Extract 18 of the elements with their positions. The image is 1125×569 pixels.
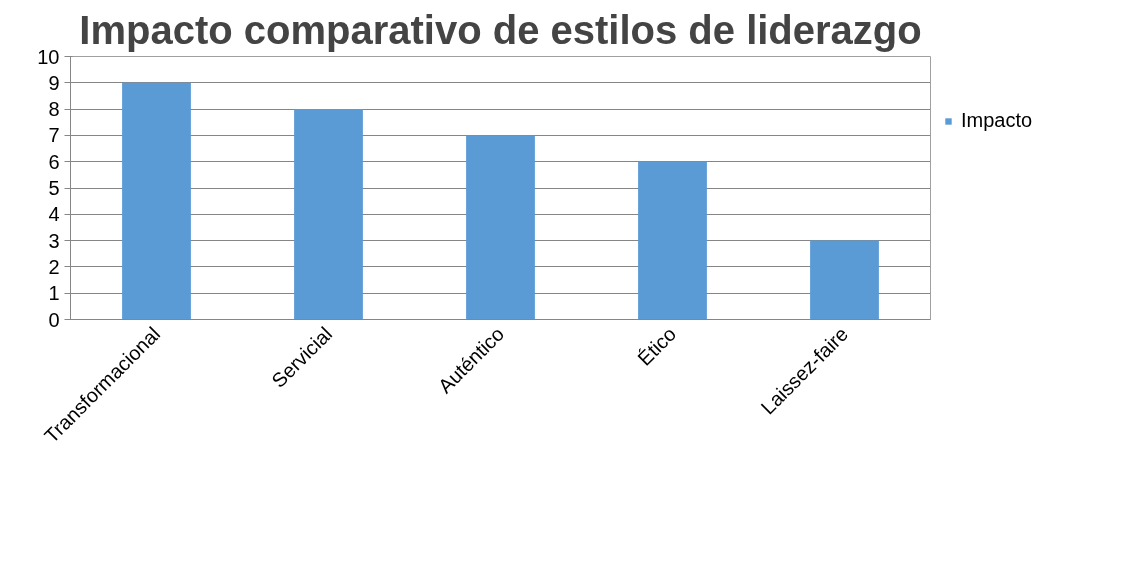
bar [294,109,363,320]
y-tick-label: 8 [48,98,60,121]
y-tick-label: 5 [48,177,60,199]
y-tick-label: 2 [48,255,60,278]
y-tick-label: 9 [48,71,60,94]
y-tick-label: 10 [37,45,60,68]
bar [810,240,879,320]
bar [122,82,191,320]
legend-label: Impacto [961,109,1033,132]
y-tick-label: 7 [48,124,60,147]
chart-title: Impacto comparativo de estilos de liderazgo [79,7,922,52]
bar [638,161,707,320]
y-tick-label: 3 [48,229,60,252]
y-tick-label: 1 [48,282,60,305]
y-tick-label: 6 [48,150,60,173]
y-tick-label: 4 [48,203,60,226]
bar [466,135,535,320]
y-tick-label: 0 [48,308,60,331]
